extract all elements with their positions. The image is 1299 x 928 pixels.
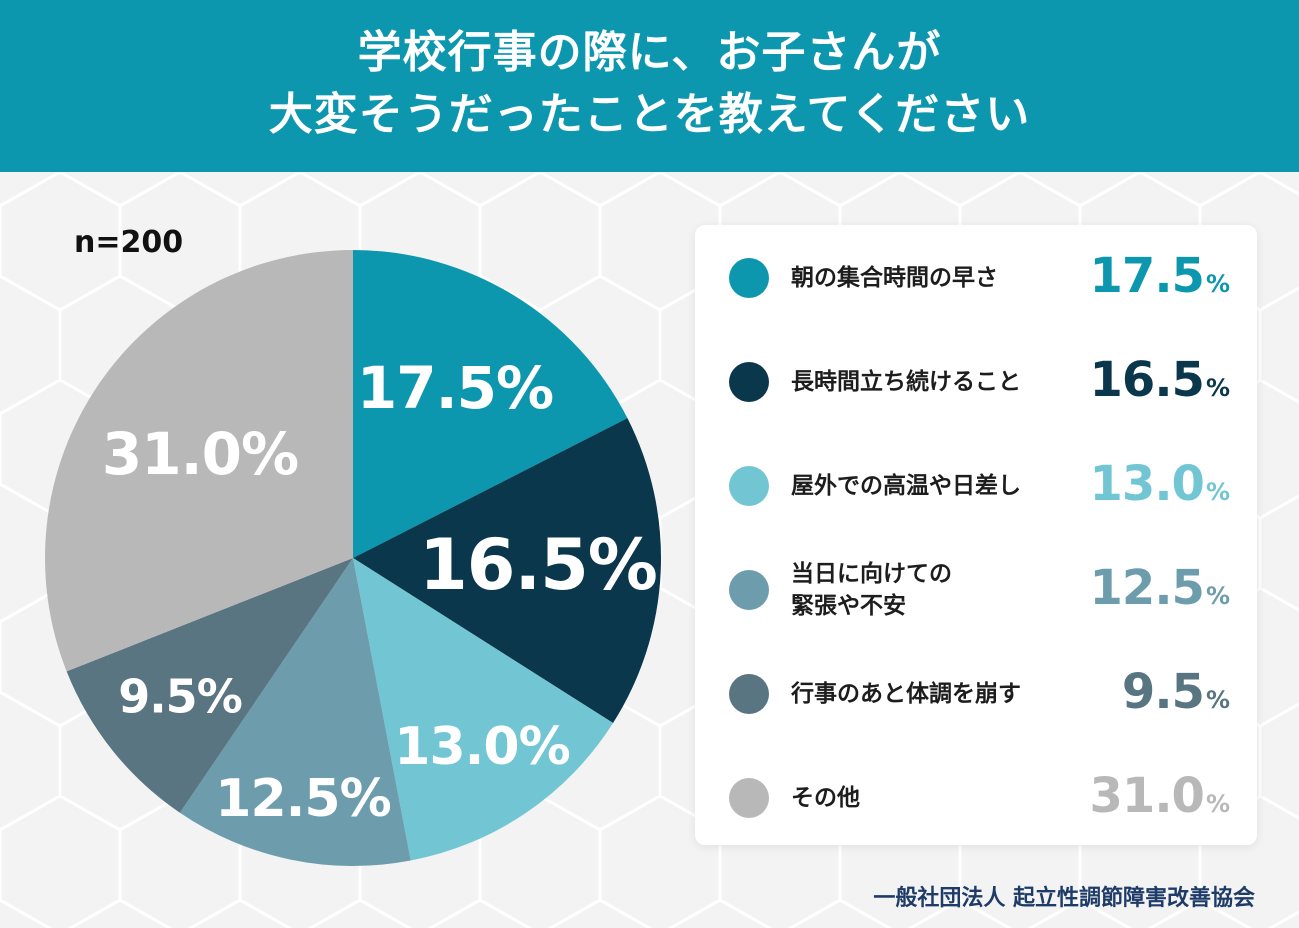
legend-value-unit-1: % xyxy=(1205,374,1230,402)
pie-slice-5 xyxy=(45,250,354,672)
legend-swatch-4 xyxy=(729,674,769,714)
legend-value-number-5: 31.0 xyxy=(1089,768,1205,824)
legend-swatch-0 xyxy=(729,258,769,298)
legend-label-0: 朝の集合時間の早さ xyxy=(791,265,998,291)
pie-slice-label-3: 12.5% xyxy=(215,769,390,829)
pie-slice-label-4: 9.5% xyxy=(118,670,242,724)
legend-value-0: 17.5% xyxy=(1089,248,1230,312)
legend-value-3: 12.5% xyxy=(1089,560,1230,624)
pie-slice-4 xyxy=(66,558,353,813)
legend-label-4: 行事のあと体調を崩す xyxy=(791,681,1021,707)
pie-slice-1 xyxy=(353,418,661,724)
legend-swatch-3 xyxy=(729,570,769,610)
pie-slice-label-1: 16.5% xyxy=(419,524,657,606)
pie-chart: 17.5% 16.5% 13.0%12.5% 9.5% 31.0% xyxy=(45,250,661,866)
legend-swatch-1 xyxy=(729,362,769,402)
legend-label-5: その他 xyxy=(791,785,860,811)
legend-value-number-2: 13.0 xyxy=(1089,456,1205,512)
pie-slice-label-5: 31.0% xyxy=(102,420,298,488)
legend-label-2: 屋外での高温や日差し xyxy=(791,473,1021,499)
legend-item-3: 当日に向けての 緊張や不安 12.5% xyxy=(695,538,1257,642)
legend-value-unit-0: % xyxy=(1205,270,1230,298)
legend-panel: 朝の集合時間の早さ 17.5% 長時間立ち続けること 16.5% 屋外での高温や… xyxy=(695,225,1257,845)
legend-value-1: 16.5% xyxy=(1089,352,1230,416)
legend-value-number-3: 12.5 xyxy=(1089,560,1205,616)
legend-value-4: 9.5% xyxy=(1121,664,1230,728)
legend-item-4: 行事のあと体調を崩す 9.5% xyxy=(695,642,1257,746)
legend-swatch-2 xyxy=(729,466,769,506)
legend-value-unit-3: % xyxy=(1205,582,1230,610)
legend-item-2: 屋外での高温や日差し 13.0% xyxy=(695,434,1257,538)
legend-item-1: 長時間立ち続けること 16.5% xyxy=(695,330,1257,434)
legend-value-2: 13.0% xyxy=(1089,456,1230,520)
legend-label-3: 当日に向けての 緊張や不安 xyxy=(791,561,952,619)
pie-slice-0 xyxy=(353,250,628,558)
title-line-1: 学校行事の際に、お子さんが xyxy=(357,27,942,78)
sample-size-label: n=200 xyxy=(74,225,184,260)
legend-label-1: 長時間立ち続けること xyxy=(791,369,1021,395)
legend-value-number-4: 9.5 xyxy=(1121,664,1205,720)
title-line-2: 大変そうだったことを教えてください xyxy=(268,89,1031,140)
legend-value-number-0: 17.5 xyxy=(1089,248,1205,304)
legend-value-5: 31.0% xyxy=(1089,768,1230,832)
pie-slice-2 xyxy=(353,558,614,861)
pie-slice-label-0: 17.5% xyxy=(357,354,553,422)
legend-item-0: 朝の集合時間の早さ 17.5% xyxy=(695,226,1257,330)
pie-slice-label-2: 13.0% xyxy=(394,717,569,777)
legend-swatch-5 xyxy=(729,778,769,818)
pie-slice-3 xyxy=(179,558,411,866)
legend-value-unit-4: % xyxy=(1205,686,1230,714)
legend-value-unit-5: % xyxy=(1205,790,1230,818)
legend-item-5: その他 31.0% xyxy=(695,746,1257,850)
organization-credit: 一般社団法人 起立性調節障害改善協会 xyxy=(873,886,1255,911)
legend-value-unit-2: % xyxy=(1205,478,1230,506)
title-banner: 学校行事の際に、お子さんが 大変そうだったことを教えてください xyxy=(0,0,1299,172)
legend-value-number-1: 16.5 xyxy=(1089,352,1205,408)
